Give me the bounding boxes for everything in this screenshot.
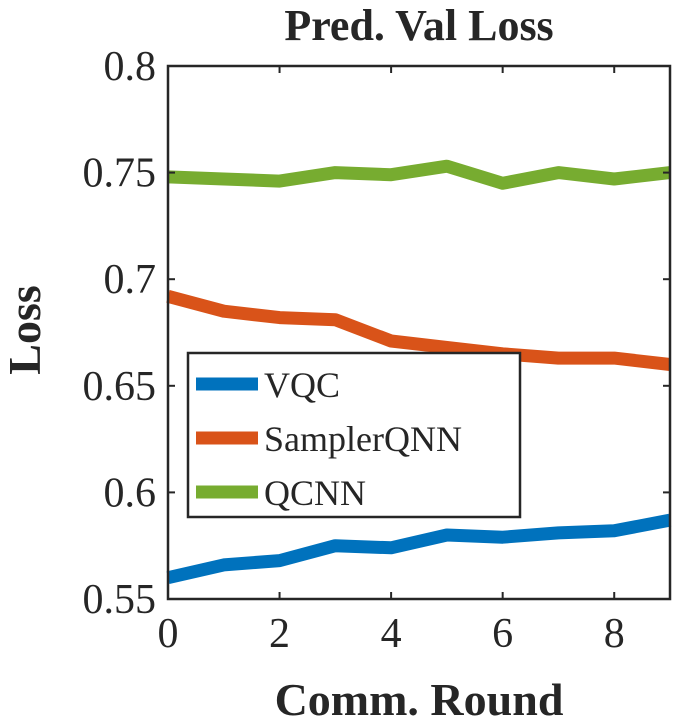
y-tick-label: 0.8 xyxy=(104,44,157,90)
x-tick-label: 8 xyxy=(604,611,625,657)
legend-entries: VQC SamplerQNN QCNN xyxy=(196,365,462,513)
x-tick-label: 4 xyxy=(381,611,402,657)
legend-label-qcnn: QCNN xyxy=(264,473,366,513)
y-tick-label: 0.55 xyxy=(83,577,157,623)
chart-title: Pred. Val Loss xyxy=(284,1,553,50)
legend-label-samplerqnn: SamplerQNN xyxy=(264,419,462,459)
x-tick-label: 0 xyxy=(158,611,179,657)
y-tick-label: 0.7 xyxy=(104,257,157,303)
y-tick-label: 0.75 xyxy=(83,151,157,197)
plot-area-frame xyxy=(166,64,672,601)
x-tick-label: 2 xyxy=(269,611,290,657)
y-tick-label: 0.65 xyxy=(83,364,157,410)
series-line-qcnn xyxy=(167,159,671,190)
y-tick-label: 0.6 xyxy=(104,470,157,516)
x-tick-label: 6 xyxy=(492,611,513,657)
series-line-vqc xyxy=(166,513,672,585)
legend-label-vqc: VQC xyxy=(264,365,340,405)
y-axis-label: Loss xyxy=(0,285,50,374)
legend: VQC SamplerQNN QCNN xyxy=(186,351,522,519)
series-line-samplerqnn xyxy=(166,290,671,371)
ticks-group: 0 2 4 6 8 0.55 0.6 0.65 0.7 0.75 0.8 xyxy=(83,44,670,657)
x-axis-label: Comm. Round xyxy=(275,674,564,723)
series-group xyxy=(166,159,672,585)
